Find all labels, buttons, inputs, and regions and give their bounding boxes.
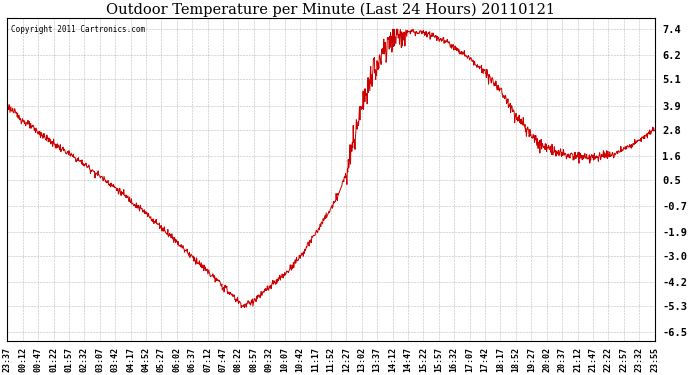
Text: Copyright 2011 Cartronics.com: Copyright 2011 Cartronics.com bbox=[10, 25, 145, 34]
Title: Outdoor Temperature per Minute (Last 24 Hours) 20110121: Outdoor Temperature per Minute (Last 24 … bbox=[106, 3, 555, 17]
